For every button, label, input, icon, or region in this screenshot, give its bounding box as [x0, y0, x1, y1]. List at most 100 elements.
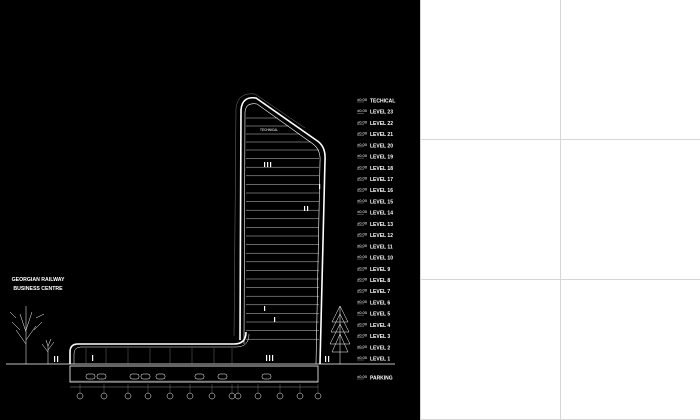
grid-bubble	[100, 392, 108, 400]
level-name: LEVEL 23	[370, 110, 393, 116]
level-name: LEVEL 3	[370, 334, 390, 340]
level-label: ±0.00 LEVEL 20	[357, 142, 393, 149]
level-name: LEVEL 17	[370, 177, 393, 183]
level-label: ±0.00 LEVEL 1	[357, 355, 390, 363]
level-labels: ±0.00 TECHICAL±0.00 LEVEL 23±0.00 LEVEL 22±…	[357, 97, 395, 382]
level-label: ±0.00 LEVEL 15	[357, 198, 393, 205]
level-label: ±0.00 LEVEL 10	[357, 254, 393, 262]
level-label: ±0.00 LEVEL 14	[357, 209, 393, 217]
level-name: LEVEL 12	[370, 233, 393, 239]
parking-basement	[69, 365, 319, 383]
level-label: ±0.00 LEVEL 11	[357, 243, 393, 250]
level-label: ±0.00 LEVEL 21	[357, 131, 393, 138]
level-marker: ±0.00	[357, 265, 368, 270]
bare-tree-large	[9, 306, 45, 364]
level-name: LEVEL 6	[370, 300, 390, 306]
level-marker: ±0.00	[357, 142, 368, 147]
grid-cell	[420, 0, 560, 140]
level-label: ±0.00 LEVEL 7	[357, 288, 390, 295]
grid-bubble	[254, 392, 262, 400]
blank-grid-panel	[420, 0, 700, 420]
level-label: ±0.00 LEVEL 4	[357, 321, 390, 329]
grid-bubble	[276, 392, 284, 400]
grid-bubble	[144, 392, 152, 400]
level-marker: ±0.00	[357, 243, 368, 248]
level-name: LEVEL 20	[370, 143, 393, 149]
level-label: ±0.00 LEVEL 19	[357, 153, 393, 161]
level-marker: ±0.00	[357, 344, 368, 349]
level-name: LEVEL 9	[370, 267, 390, 273]
level-marker: ±0.00	[357, 232, 368, 237]
people-figures	[54, 162, 330, 362]
level-marker: ±0.00	[357, 164, 368, 169]
grid-cell	[420, 140, 560, 280]
grid-bubble	[228, 392, 236, 400]
level-marker: ±0.00	[357, 374, 368, 379]
grid-bubble	[314, 392, 322, 400]
bare-tree-small	[41, 338, 55, 364]
level-name: LEVEL 2	[370, 345, 390, 351]
level-label: ±0.00 LEVEL 6	[357, 299, 390, 306]
level-marker: ±0.00	[357, 187, 368, 192]
parked-cars	[85, 373, 272, 380]
level-name: LEVEL 1	[370, 357, 390, 363]
level-label: ±0.00 TECHICAL	[357, 97, 395, 105]
level-name: LEVEL 10	[370, 256, 393, 262]
level-name: LEVEL 15	[370, 199, 393, 205]
technical-room-label: TECHNICAL	[260, 128, 278, 132]
grid-bubble	[76, 392, 84, 400]
level-marker: ±0.00	[357, 220, 368, 225]
level-marker: ±0.00	[357, 321, 368, 326]
grid-bubble	[208, 392, 216, 400]
level-name: LEVEL 19	[370, 155, 393, 161]
level-name: LEVEL 7	[370, 289, 390, 295]
level-marker: ±0.00	[357, 254, 368, 259]
level-marker: ±0.00	[357, 131, 368, 136]
level-marker: ±0.00	[357, 288, 368, 293]
level-label: ±0.00 LEVEL 3	[357, 333, 390, 340]
grid-bubble	[124, 392, 132, 400]
project-title-line2: BUSINESS CENTRE	[13, 286, 63, 292]
level-name: LEVEL 8	[370, 278, 390, 284]
level-marker: ±0.00	[357, 176, 368, 181]
level-marker: ±0.00	[357, 198, 368, 203]
level-label: ±0.00 LEVEL 8	[357, 276, 390, 284]
grid-cell	[420, 280, 560, 420]
podium-columns	[85, 348, 233, 364]
grid-bubbles	[76, 384, 322, 400]
level-name: PARKING	[370, 376, 393, 382]
grid-cell	[560, 140, 700, 280]
project-title-line1: GEORGIAN RAILWAY	[12, 277, 65, 283]
level-label: ±0.00 LEVEL 13	[357, 220, 393, 228]
level-label: ±0.00 LEVEL 22	[357, 119, 393, 127]
level-name: LEVEL 21	[370, 132, 393, 138]
level-label: ±0.00 LEVEL 18	[357, 164, 393, 172]
grid-bubble	[234, 392, 242, 400]
level-name: LEVEL 11	[370, 244, 393, 250]
level-name: LEVEL 13	[370, 222, 393, 228]
level-marker: ±0.00	[357, 97, 368, 102]
level-label: ±0.00 LEVEL 9	[357, 265, 390, 273]
level-marker: ±0.00	[357, 333, 368, 338]
level-label: ±0.00 LEVEL 17	[357, 176, 393, 183]
grid-cell	[560, 0, 700, 140]
grid-bubble	[296, 392, 304, 400]
level-marker: ±0.00	[357, 355, 368, 360]
grid-bubble	[186, 392, 194, 400]
level-name: TECHICAL	[370, 99, 395, 105]
level-name: LEVEL 16	[370, 188, 393, 194]
grid-bubble	[166, 392, 174, 400]
level-label: ±0.00 LEVEL 12	[357, 232, 393, 239]
level-marker: ±0.00	[357, 119, 368, 124]
level-label: ±0.00 LEVEL 23	[357, 108, 393, 116]
level-marker: ±0.00	[357, 276, 368, 281]
level-name: LEVEL 5	[370, 312, 390, 318]
level-marker: ±0.00	[357, 310, 368, 315]
architectural-section-drawing: TECHNICAL	[0, 0, 420, 420]
tower-floors	[246, 117, 319, 340]
level-name: LEVEL 14	[370, 211, 393, 217]
level-label: ±0.00 LEVEL 5	[357, 310, 390, 318]
tower-skin	[239, 96, 326, 365]
level-marker: ±0.00	[357, 209, 368, 214]
level-marker: ±0.00	[357, 108, 368, 113]
